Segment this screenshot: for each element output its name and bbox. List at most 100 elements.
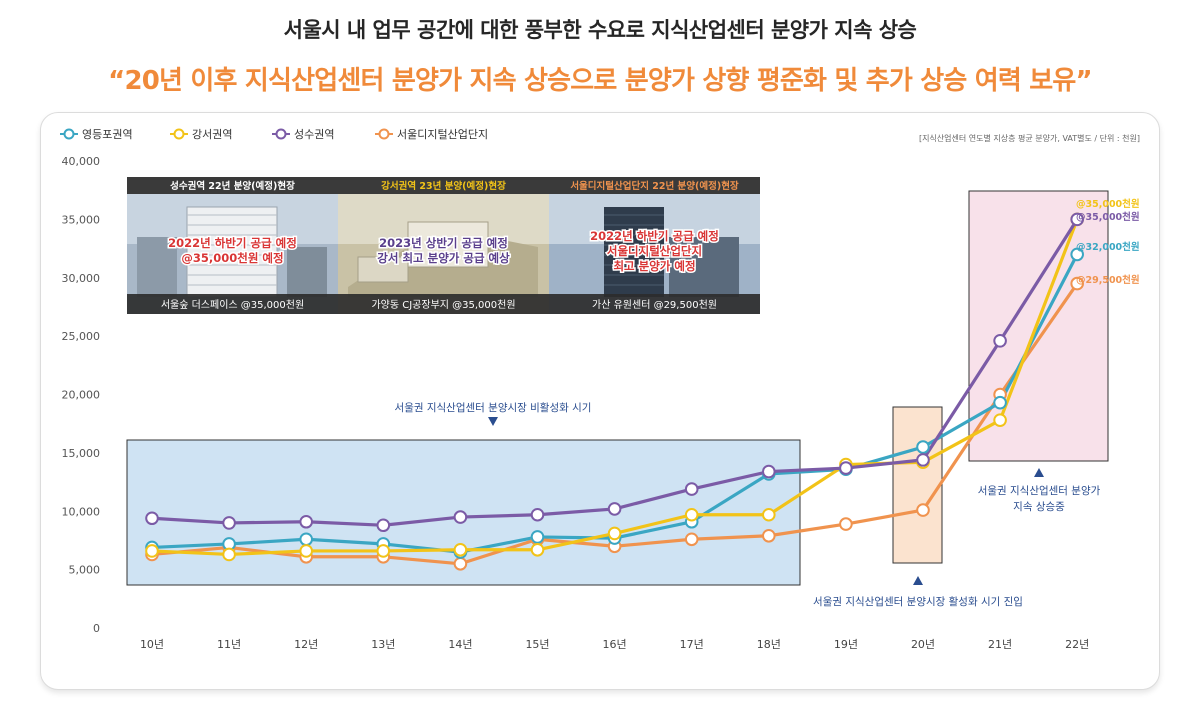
x-tick-label: 20년: [911, 638, 935, 651]
photo-header-bar: [549, 177, 760, 194]
x-tick-label: 12년: [294, 638, 318, 651]
x-tick-label: 14년: [448, 638, 472, 651]
data-point: [299, 514, 314, 529]
x-tick-label: 17년: [680, 638, 704, 651]
y-tick-label: 25,000: [62, 330, 101, 343]
up-triangle-icon: [1034, 468, 1044, 477]
data-point: [299, 544, 314, 558]
photo-header: 성수권역 22년 분양(예정)현장: [170, 180, 295, 192]
y-axis: 40,000 35,000 30,000 25,000 20,000 15,000 10,0…: [62, 155, 101, 635]
data-point: [530, 507, 545, 522]
photo-header: 서울디지털산업단지 22년 분양(예정)현장: [570, 180, 739, 192]
down-triangle-icon: [488, 417, 498, 426]
data-point: [222, 516, 236, 530]
site-photo-card: 성수권역 22년 분양(예정)현장 2022년 하반기 공급 예정@35,000천…: [127, 177, 338, 314]
x-tick-label: 16년: [603, 638, 627, 651]
x-tick-label: 11년: [217, 638, 241, 651]
data-point: [684, 507, 699, 522]
photo-building: [186, 206, 278, 298]
data-point: [607, 526, 622, 541]
x-tick-label: 15년: [525, 638, 549, 651]
data-point: [299, 532, 314, 547]
data-point: [530, 542, 545, 557]
data-point: [453, 542, 468, 557]
photo-caption: 서울숲 더스페이스 @35,000천원: [161, 299, 304, 311]
y-tick-label: 20,000: [62, 389, 101, 402]
y-tick-label: 30,000: [62, 272, 101, 285]
y-tick-label: 0: [93, 622, 100, 635]
data-point: [839, 517, 853, 531]
data-point: [762, 528, 776, 543]
end-labels: @35,000천원@35,000천원 @32,000천원 @29,500천원: [1076, 198, 1140, 286]
y-tick-label: 35,000: [62, 213, 101, 226]
data-point: [530, 530, 545, 544]
x-tick-label: 18년: [757, 638, 781, 651]
photo-caption: 가산 유원센터 @29,500천원: [592, 299, 717, 311]
data-point: [1070, 212, 1084, 227]
end-value-label: @35,000천원: [1076, 211, 1140, 223]
data-point: [145, 511, 159, 526]
data-point: [376, 518, 391, 533]
activation-entry-box: [892, 406, 943, 564]
y-tick-label: 15,000: [62, 447, 101, 460]
photo-overlay-text: 2022년 하반기 공급 예정: [168, 236, 297, 250]
data-point: [684, 532, 699, 547]
photo-overlay-text: @35,000천원 예정: [181, 251, 283, 265]
legend-label: 강서권역: [192, 128, 232, 141]
legend-swatch-marker: [275, 128, 287, 140]
data-point: [222, 547, 236, 562]
data-point: [993, 395, 1007, 410]
photo-building: [604, 207, 664, 297]
photo-building: [287, 247, 327, 297]
legend: 영등포권역 강서권역 성수권역 서울디지털산업단지: [60, 128, 488, 141]
photo-header-bar: [338, 177, 549, 194]
data-point: [145, 544, 159, 558]
active-entry-label: 서울권 지식산업센터 분양시장 활성화 시기 진입: [813, 595, 1023, 608]
y-tick-label: 10,000: [62, 505, 101, 518]
rising-label-line1: 서울권 지식산업센터 분양가: [978, 484, 1101, 497]
unit-note: [지식산업센터 연도별 지상층 평균 분양가, VAT별도 / 단위 : 천원]: [919, 133, 1140, 143]
data-point: [453, 510, 468, 524]
data-point: [376, 544, 391, 558]
photo-header: 강서권역 23년 분양(예정)현장: [381, 180, 506, 192]
series-points: [145, 212, 1084, 571]
data-point: [684, 482, 699, 496]
photo-building: [669, 237, 739, 297]
page-headline: 서울시 내 업무 공간에 대한 풍부한 수요로 지식산업센터 분양가 지속 상승: [283, 18, 917, 42]
photo-overlay-text: 2022년 하반기 공급 예정: [590, 229, 719, 243]
photo-overlay-text: 서울디지털산업단지: [607, 244, 702, 258]
x-tick-label: 10년: [140, 638, 164, 651]
photo-overlay-text: 강서 최고 분양가 공급 예상: [377, 251, 510, 265]
photo-caption-bar: [549, 294, 760, 314]
y-tick-label: 40,000: [62, 155, 101, 168]
data-point: [1070, 247, 1084, 262]
x-axis: 10년 11년 12년 13년 14년 15년 16년 17년 18년 19년 20년 21년 22년: [140, 638, 1089, 651]
legend-swatch-marker: [173, 128, 185, 140]
page-subheadline: “20년 이후 지식산업센터 분양가 지속 상승으로 분양가 상향 평준화 및 …: [108, 66, 1092, 96]
up-triangle-icon: [913, 576, 923, 585]
data-point: [993, 333, 1007, 348]
data-point: [607, 502, 622, 516]
inactive-period-label: 서울권 지식산업센터 분양시장 비활성화 시기: [395, 401, 592, 414]
rising-label-line2: 지속 상승중: [1013, 501, 1065, 513]
photo-caption-bar: [338, 294, 549, 314]
end-value-label: @35,000천원: [1076, 198, 1140, 210]
photo-overlay-text: 2023년 상반기 공급 예정: [379, 236, 508, 250]
photo-overlay-text: 최고 분양가 예정: [613, 259, 695, 273]
legend-label: 성수권역: [294, 128, 334, 141]
legend-label: 서울디지털산업단지: [397, 128, 488, 141]
x-tick-label: 22년: [1065, 638, 1089, 651]
site-photo-card: 서울디지털산업단지 22년 분양(예정)현장 2022년 하반기 공급 예정서울디…: [549, 177, 760, 314]
end-value-label: @32,000천원: [1076, 241, 1140, 253]
x-tick-label: 19년: [834, 638, 858, 651]
data-point: [916, 440, 930, 454]
data-point: [762, 464, 776, 479]
photo-building: [407, 221, 489, 268]
data-point: [916, 453, 930, 467]
y-tick-label: 5,000: [69, 564, 101, 577]
data-point: [453, 556, 468, 571]
photo-building: [357, 256, 409, 283]
data-point: [993, 413, 1007, 427]
